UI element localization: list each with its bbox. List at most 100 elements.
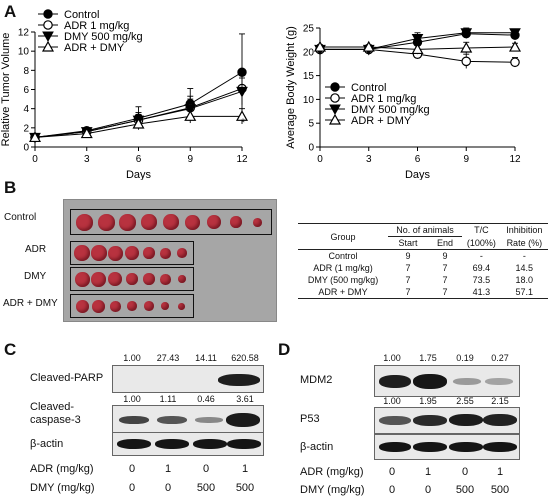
data-point [43,9,53,19]
tumor-specimen [92,299,106,313]
blot-band [379,442,411,452]
y-tick-label: 0 [308,143,314,154]
data-point [460,41,473,53]
tumor-specimen [185,214,201,230]
legend-entry: ADR 1 mg/kg [64,20,129,32]
tumor-row-label: ADR [25,244,47,255]
tumor-specimen [91,271,107,287]
adr-dose-value: 1 [424,466,432,478]
adr-dose-value: 0 [128,463,136,475]
tumor-specimen [159,273,171,285]
x-axis-label: Days [405,169,431,180]
caspase-label-line2: caspase-3 [30,414,81,426]
data-point [330,93,340,103]
caspase-blot [112,405,264,433]
parp-quant: 27.43 [156,353,180,363]
tumor-specimen [177,275,186,283]
caspase-quant: 0.46 [197,394,215,404]
parp-quant: 1.00 [123,353,141,363]
dmy-dose-value: 0 [164,482,172,494]
tumor-specimen [125,246,139,260]
blot-band [226,413,260,427]
table-cell: 7 [405,263,411,273]
mdm2-blot [374,365,520,397]
table-cell: 73.5 [472,275,491,285]
table-cell: 9 [405,251,411,261]
tumor-photo-labels: Control ADR DMY ADR + DMY [0,200,60,320]
table-header-inhibition-unit: Rate (%) [500,236,548,250]
tumor-specimen [127,301,137,311]
table-cell: 14.5 [515,263,534,273]
panel-letter-b: B [4,178,17,197]
blot-band [157,416,187,424]
x-tick-label: 9 [463,154,469,165]
panel-letter-a: A [4,2,17,21]
body-weight-chart: 0 3 6 9 12 0 5 10 15 20 25 Days Average Body Weight … [285,24,522,180]
data-point [461,56,472,67]
data-point [184,104,197,115]
data-point [313,40,327,52]
table-cell: 7 [405,287,411,297]
data-point [411,33,424,45]
p53-quant: 1.95 [419,396,437,406]
dmy-dose-label: DMY (mg/kg) [30,482,95,494]
dmy-dose-value: 0 [424,484,432,496]
y-tick-label: 4 [23,104,29,115]
x-tick-label: 12 [236,154,248,165]
data-point [184,110,197,121]
blot-band [379,416,411,425]
x-tick-label: 9 [187,154,193,165]
table-header-inhibition: Inhibition [506,225,543,236]
data-point [28,131,42,143]
legend-entry: Control [351,82,386,94]
x-tick-label: 0 [317,154,323,165]
data-point [330,82,340,92]
adr-dose-value: 0 [388,466,396,478]
blot-band [193,439,227,449]
tumor-row-box [70,267,194,291]
tumor-specimen [76,213,94,231]
tumor-specimen [143,301,154,311]
adr-dose-label: ADR (mg/kg) [300,466,364,478]
table-cell: ADR (1 mg/kg) [313,263,373,273]
adr-dose-value: 1 [164,463,172,475]
tumor-specimen [159,247,171,259]
dmy-dose-value: 0 [388,484,396,496]
tumor-specimen [161,302,170,310]
table-header-animals: No. of animals [388,223,463,237]
tumor-specimen [107,245,123,261]
tumor-row-label: DMY [24,271,47,282]
y-axis-label: Average Body Weight (g) [285,26,297,149]
blot-band [413,415,447,426]
p53-blot [374,407,520,434]
tumor-row-box [70,209,272,235]
x-axis-label: Days [126,169,152,180]
tumor-specimen [252,217,262,227]
caspase-label-line1: Cleaved- [30,401,75,413]
y-tick-label: 5 [308,119,314,130]
mdm2-quant: 1.75 [419,353,437,363]
y-tick-label: 25 [303,24,315,35]
table-header-tc: T/C [474,225,489,236]
mdm2-quant: 0.19 [456,353,474,363]
data-point [329,104,341,116]
tumor-specimen [163,214,179,230]
x-tick-label: 0 [32,154,38,165]
legend-entry: DMY 500 mg/kg [351,104,430,116]
tumor-specimen [74,271,90,287]
table-cell: ADR + DMY [318,287,368,297]
blot-band [119,416,149,424]
parp-quant: 620.58 [231,353,259,363]
blot-band [483,414,517,426]
parp-blot [112,365,264,393]
dmy-dose-value: 500 [196,482,216,494]
data-point [411,43,424,55]
tumor-specimen [229,216,242,228]
tumor-row-label: Control [4,212,37,223]
table-cell: - [522,251,526,261]
table-cell: 7 [405,275,411,285]
blot-band [218,374,260,386]
data-point [41,40,55,52]
significance-annotation: * [241,117,246,129]
data-point [235,110,249,121]
